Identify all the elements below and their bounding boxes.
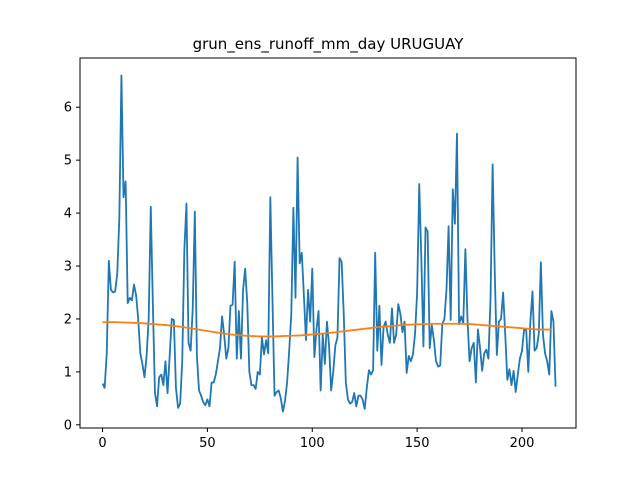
y-tick-label: 1 bbox=[64, 365, 72, 380]
y-axis: 0 1 2 3 4 5 6 bbox=[64, 101, 80, 433]
y-tick-label: 3 bbox=[64, 260, 72, 275]
x-tick-label: 0 bbox=[98, 436, 106, 451]
series-1-line bbox=[101, 74, 557, 413]
y-tick-label: 6 bbox=[64, 101, 72, 116]
x-tick-label: 200 bbox=[510, 436, 535, 451]
plot-area bbox=[101, 74, 557, 413]
y-tick-label: 2 bbox=[64, 312, 72, 327]
x-tick-label: 100 bbox=[300, 436, 325, 451]
y-tick-label: 0 bbox=[64, 418, 72, 433]
plot-frame bbox=[79, 57, 577, 429]
x-tick-label: 50 bbox=[199, 436, 216, 451]
series-2-line bbox=[102, 321, 552, 338]
y-tick-label: 4 bbox=[64, 207, 72, 222]
x-axis: 0 50 100 150 200 bbox=[98, 428, 534, 451]
chart-title: grun_ens_runoff_mm_day URUGUAY bbox=[193, 35, 465, 54]
y-tick-label: 5 bbox=[64, 154, 72, 169]
x-tick-label: 150 bbox=[405, 436, 430, 451]
